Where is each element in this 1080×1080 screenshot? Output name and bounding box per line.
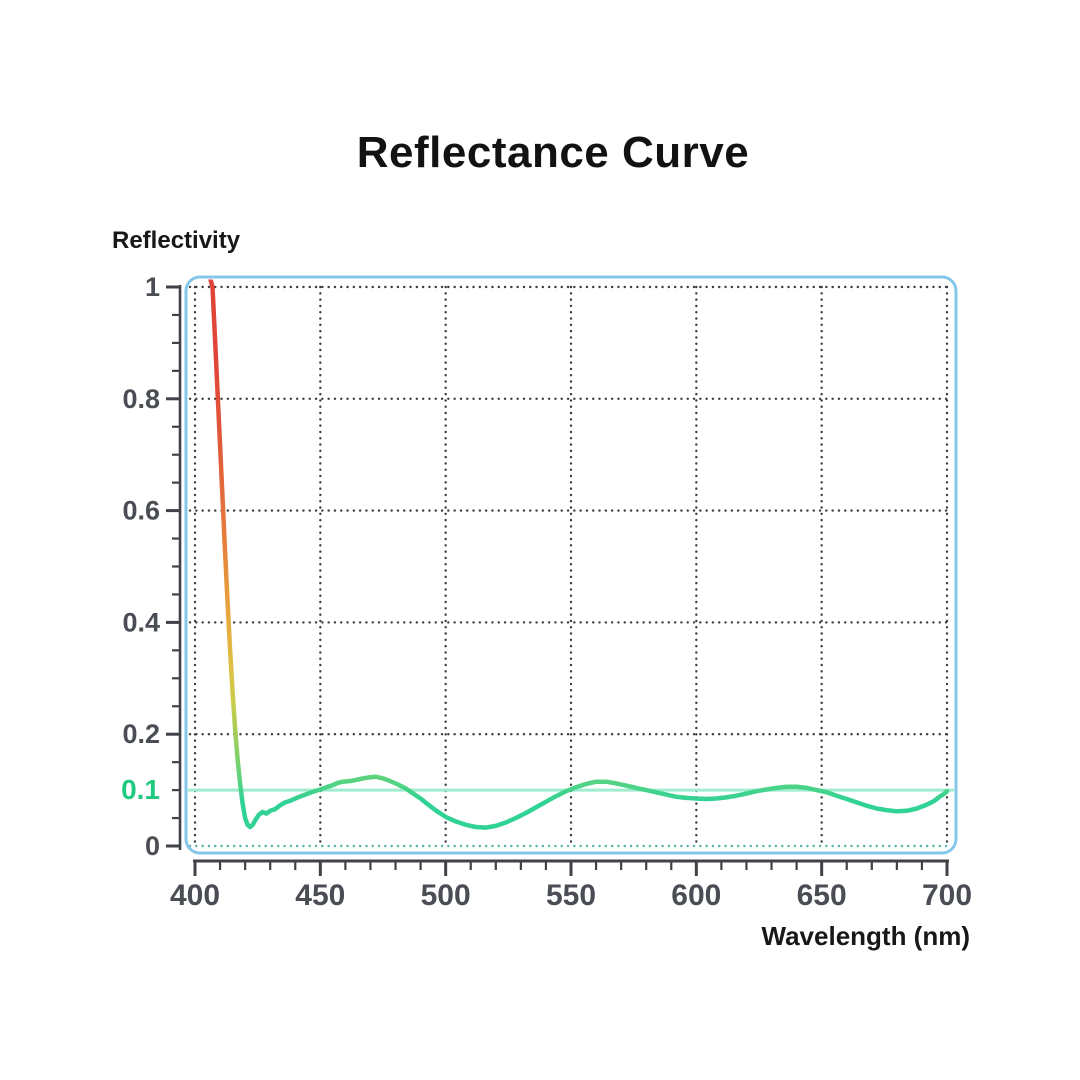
x-tick-label: 700: [922, 879, 972, 912]
y-tick-label: 0.4: [122, 607, 160, 637]
chart-title: Reflectance Curve: [356, 128, 750, 177]
reference-tick-label: 0.1: [121, 774, 160, 805]
x-axis-title: Wavelength (nm): [761, 921, 970, 951]
tick-labels: 1 0.8 0.6 0.4 0.2 0.1 0 400 450 500 550 600 650 700: [121, 272, 972, 912]
y-tick-label: 1: [145, 272, 160, 302]
x-tick-label: 550: [546, 879, 596, 912]
x-tick-label: 600: [671, 879, 721, 912]
x-tick-label: 500: [421, 879, 471, 912]
y-tick-label: 0.8: [122, 384, 160, 414]
y-tick-label: 0.2: [122, 719, 160, 749]
axes: [178, 285, 949, 863]
ticks: [166, 285, 949, 876]
y-tick-label: 0.6: [122, 496, 160, 526]
x-tick-label: 650: [797, 879, 847, 912]
x-tick-label: 400: [170, 879, 220, 912]
x-tick-label: 450: [295, 879, 345, 912]
reflectance-curve: [207, 279, 950, 830]
y-tick-label: 0: [145, 831, 160, 861]
plot-border: [184, 275, 958, 855]
gridlines: [188, 285, 954, 848]
y-axis-title: Reflectivity: [112, 227, 241, 254]
